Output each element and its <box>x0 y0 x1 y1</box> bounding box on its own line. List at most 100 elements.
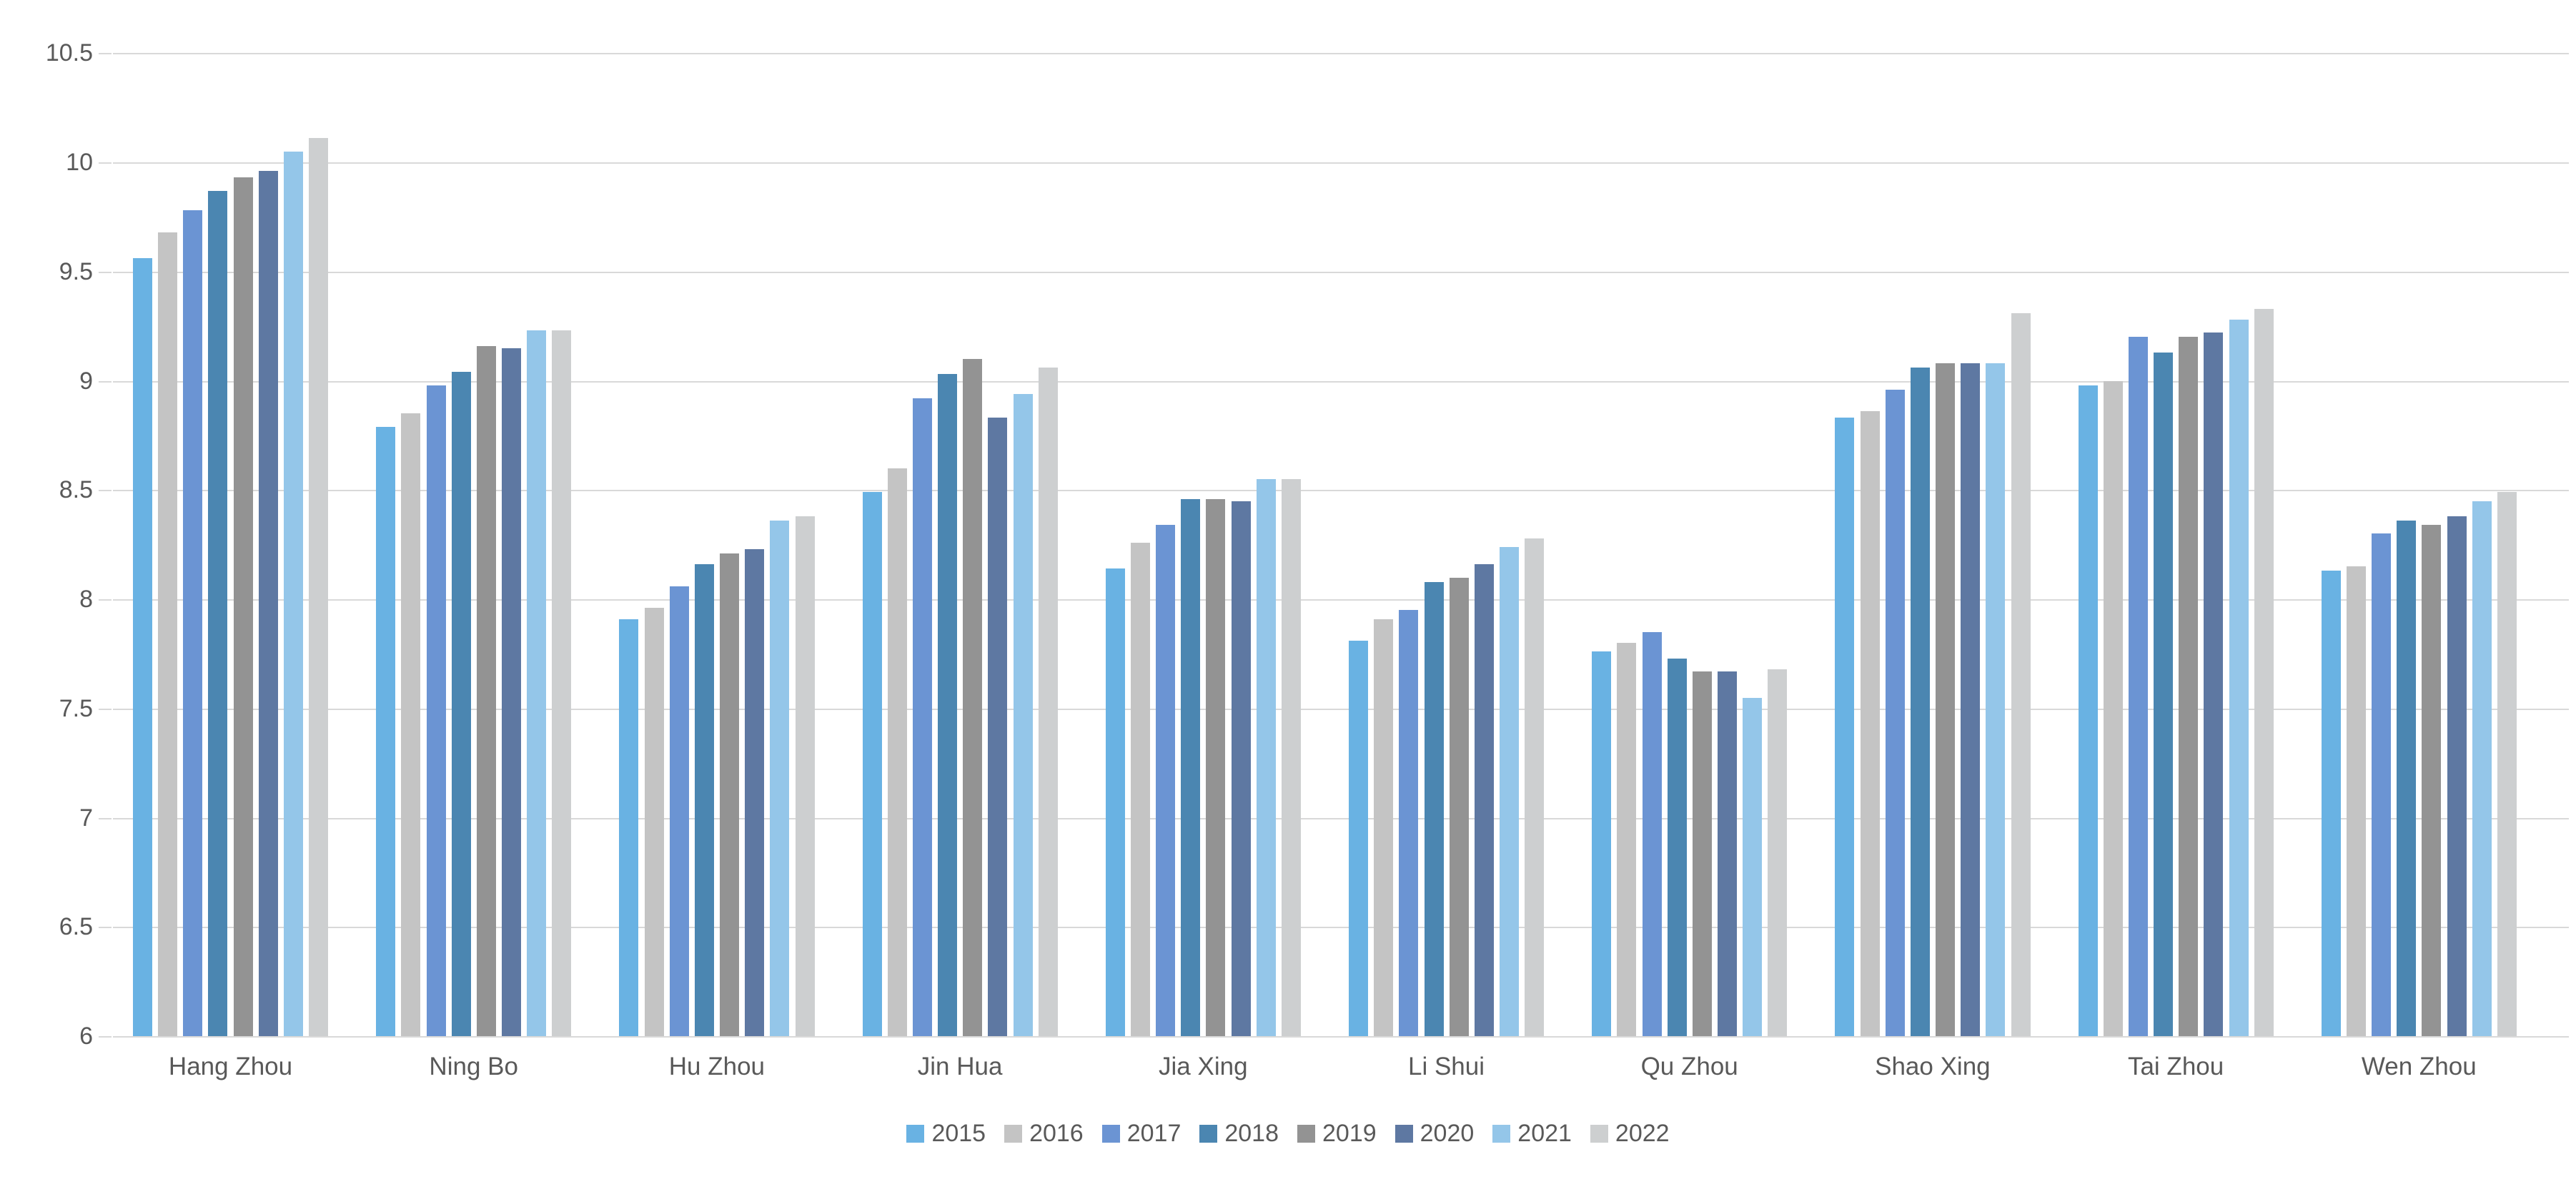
legend-swatch-2020 <box>1394 1124 1413 1143</box>
bar-2019-shao-xing <box>1936 363 1955 1036</box>
y-axis-tick <box>99 381 112 383</box>
bar-2020-jin-hua <box>988 418 1008 1036</box>
bar-2016-qu-zhou <box>1617 643 1637 1036</box>
bar-2020-hu-zhou <box>745 548 765 1036</box>
y-axis-tick-label: 10 <box>66 149 93 176</box>
bar-2015-hu-zhou <box>619 619 639 1036</box>
legend-label-2022: 2022 <box>1615 1120 1670 1147</box>
gridline <box>113 818 2569 819</box>
bar-2021-hang-zhou <box>283 151 303 1036</box>
gridline <box>113 599 2569 601</box>
bar-2020-hang-zhou <box>258 171 278 1036</box>
gridline <box>113 490 2569 491</box>
bar-2021-jin-hua <box>1013 393 1033 1036</box>
bar-2017-ning-bo <box>426 385 446 1036</box>
x-axis-label-wen-zhou: Wen Zhou <box>2361 1053 2477 1080</box>
gridline <box>113 709 2569 710</box>
bar-2019-wen-zhou <box>2422 525 2442 1036</box>
bar-2017-wen-zhou <box>2372 533 2392 1036</box>
legend-item-2020: 2020 <box>1394 1120 1475 1147</box>
bar-2022-jin-hua <box>1038 368 1058 1036</box>
y-axis-tick-label: 8.5 <box>59 476 93 503</box>
bar-2017-hang-zhou <box>183 210 203 1036</box>
legend-item-2021: 2021 <box>1492 1121 1572 1146</box>
legend-item-2022: 2022 <box>1590 1121 1670 1146</box>
legend-swatch-2019 <box>1297 1124 1315 1143</box>
bar-2021-wen-zhou <box>2472 501 2492 1036</box>
y-axis-tick <box>99 272 112 273</box>
gridline <box>113 53 2569 54</box>
y-axis-tick-label: 6.5 <box>59 913 93 940</box>
y-axis-tick <box>99 709 112 710</box>
bar-2022-jia-xing <box>1281 479 1301 1036</box>
gridline <box>113 162 2569 164</box>
bar-2019-qu-zhou <box>1692 671 1712 1036</box>
x-axis-label-li-shui: Li Shui <box>1407 1053 1485 1080</box>
x-axis-label-ning-bo: Ning Bo <box>429 1053 518 1080</box>
bar-2018-hu-zhou <box>694 564 714 1036</box>
bar-2017-li-shui <box>1399 610 1419 1036</box>
bar-2021-shao-xing <box>1986 363 2006 1036</box>
bar-2018-jin-hua <box>938 374 957 1036</box>
bar-2022-hang-zhou <box>309 138 328 1036</box>
y-axis-tick <box>99 927 112 928</box>
y-axis-tick-label: 7 <box>79 804 93 832</box>
legend-swatch-2017 <box>1101 1124 1120 1143</box>
bar-2017-shao-xing <box>1885 389 1905 1036</box>
x-axis-label-hang-zhou: Hang Zhou <box>168 1053 293 1080</box>
gridline <box>113 927 2569 928</box>
gridline <box>113 272 2569 273</box>
y-axis-tick <box>99 1036 112 1038</box>
bar-2016-li-shui <box>1374 619 1394 1036</box>
bar-2015-jin-hua <box>862 492 882 1036</box>
x-axis-label-hu-zhou: Hu Zhou <box>668 1053 766 1080</box>
x-axis-label-jin-hua: Jin Hua <box>917 1053 1003 1080</box>
bar-2016-hu-zhou <box>644 608 664 1036</box>
x-axis-label-tai-zhou: Tai Zhou <box>2127 1053 2224 1080</box>
bar-2015-tai-zhou <box>2078 385 2098 1036</box>
x-axis-label-qu-zhou: Qu Zhou <box>1640 1053 1738 1080</box>
bar-2019-hu-zhou <box>720 553 739 1036</box>
bar-2022-qu-zhou <box>1768 669 1788 1036</box>
bar-2017-tai-zhou <box>2128 337 2148 1036</box>
bar-2022-li-shui <box>1525 538 1545 1036</box>
bar-2015-qu-zhou <box>1592 651 1612 1036</box>
bar-2019-jin-hua <box>963 359 983 1036</box>
bar-2020-li-shui <box>1474 564 1494 1036</box>
bar-2016-shao-xing <box>1860 411 1880 1036</box>
bar-2018-shao-xing <box>1910 368 1930 1036</box>
legend-item-2016: 2016 <box>1004 1121 1084 1146</box>
bar-2015-jia-xing <box>1105 568 1125 1036</box>
bar-2021-li-shui <box>1499 546 1519 1036</box>
bar-2022-wen-zhou <box>2497 492 2517 1036</box>
bar-2020-qu-zhou <box>1717 671 1737 1036</box>
legend-label-2015: 2015 <box>931 1120 986 1147</box>
bar-2018-qu-zhou <box>1667 658 1687 1036</box>
legend-label-2021: 2021 <box>1517 1120 1572 1147</box>
bar-2017-qu-zhou <box>1642 631 1662 1036</box>
legend-swatch-2018 <box>1199 1124 1218 1143</box>
bar-2021-ning-bo <box>527 330 547 1036</box>
legend-label-2016: 2016 <box>1029 1120 1084 1147</box>
bar-2019-hang-zhou <box>233 177 253 1036</box>
y-axis-tick-label: 6 <box>79 1023 93 1050</box>
bar-2018-jia-xing <box>1181 498 1201 1036</box>
bar-2015-shao-xing <box>1835 418 1855 1036</box>
legend-item-2015: 2015 <box>906 1121 986 1146</box>
legend-item-2018: 2018 <box>1199 1121 1279 1146</box>
bar-2015-li-shui <box>1349 641 1368 1036</box>
legend-swatch-2022 <box>1590 1124 1608 1143</box>
gridline <box>113 381 2569 383</box>
bar-2020-jia-xing <box>1231 501 1251 1036</box>
y-axis-tick-label: 8 <box>79 586 93 613</box>
bar-2016-hang-zhou <box>158 232 178 1036</box>
bar-2016-jin-hua <box>887 468 907 1036</box>
legend-label-2020: 2020 <box>1420 1120 1475 1147</box>
legend: 2015 2016 2017 2018 2019 2020 2021 2022 <box>0 1121 2576 1146</box>
bar-2015-hang-zhou <box>133 258 152 1036</box>
x-axis-label-jia-xing: Jia Xing <box>1159 1053 1248 1080</box>
legend-label-2018: 2018 <box>1224 1120 1279 1147</box>
bar-2020-ning-bo <box>502 348 521 1036</box>
gridline <box>113 1036 2569 1038</box>
